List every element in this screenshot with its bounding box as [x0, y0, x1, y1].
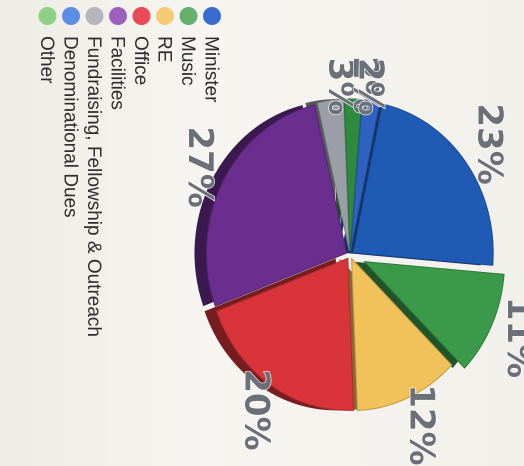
legend-swatch-minister: [203, 7, 221, 25]
legend-swatch-other: [38, 7, 57, 25]
legend-label-re: RE: [153, 36, 174, 62]
percent-label-facilities: 27%: [180, 126, 220, 207]
legend-label-fundraising-fellowship-outreach: Fundraising, Fellowship & Outreach: [83, 36, 104, 337]
pie-slice-fundraising-fellowship-outreach: [316, 98, 350, 252]
percent-label-fundraising-fellowship-outreach: 3%: [320, 58, 360, 116]
pie-slice-re: [351, 257, 453, 412]
legend-label-denominational-dues: Denominational Dues: [59, 36, 80, 218]
pie-slice-music: [363, 261, 505, 369]
legend-swatch-office: [132, 7, 151, 25]
pie-slice-facilities: [206, 104, 348, 307]
legend-label-music: Music: [177, 36, 198, 86]
legend-label-facilities: Facilities: [106, 36, 127, 110]
percent-label-denominational-dues: 2%: [345, 56, 385, 114]
percent-label-minister: 23%: [470, 103, 510, 184]
pie-slice-minister: [352, 103, 494, 266]
legend-swatch-re: [156, 7, 174, 25]
legend-label-other: Other: [36, 36, 57, 84]
legend-label-office: Office: [130, 36, 151, 85]
legend-swatch-denominational-dues: [62, 7, 80, 25]
pie-slice-denominational-dues: [343, 98, 363, 252]
legend-label-minister: Minister: [200, 36, 221, 103]
percent-labels: 23% 11% 12% 20% 27% 3%2%2%: [179, 56, 524, 466]
legend-swatch-facilities: [109, 7, 127, 25]
percent-label-other: 2%: [350, 58, 390, 116]
legend: MinisterMusicREOfficeFacilitiesFundraisi…: [36, 7, 221, 337]
legend-swatch-fundraising-fellowship-outreach: [85, 7, 104, 25]
pie-slice-other: [350, 99, 381, 252]
pie-group: [194, 98, 505, 412]
percent-label-office: 20%: [236, 369, 276, 450]
pie-slice-office: [215, 257, 355, 411]
legend-swatch-music: [179, 7, 198, 25]
percent-label-re: 12%: [402, 384, 442, 465]
percent-label-music: 11%: [499, 297, 524, 378]
